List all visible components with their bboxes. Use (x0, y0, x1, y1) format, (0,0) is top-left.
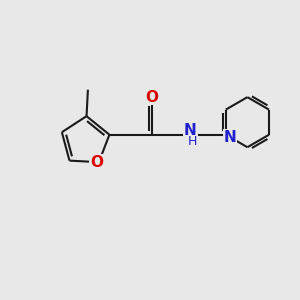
Text: N: N (184, 123, 197, 138)
Text: O: O (90, 155, 103, 170)
Text: O: O (146, 89, 159, 104)
Text: N: N (224, 130, 236, 145)
Text: H: H (188, 135, 197, 148)
